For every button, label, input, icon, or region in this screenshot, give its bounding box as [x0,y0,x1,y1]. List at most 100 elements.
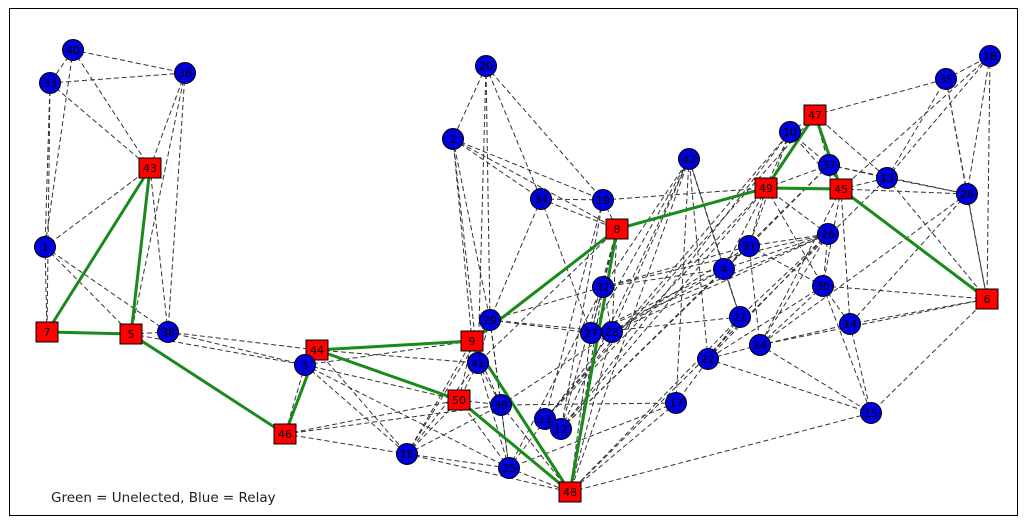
node-label: 11 [538,413,552,426]
link-edge-46-16 [284,433,408,455]
node-45: 45 [829,178,853,200]
link-edge-20-19 [485,65,604,201]
link-edge-49-4 [723,187,767,270]
node-17: 17 [665,392,687,414]
link-edges [44,49,991,493]
link-edge-40-43 [72,49,151,169]
node-24: 24 [749,334,771,356]
relay-node-marker [467,352,489,374]
node-2: 2 [442,128,464,150]
link-edge-24-15 [759,344,872,414]
relay-node-marker [713,258,735,280]
link-edge-36-5 [130,72,186,335]
link-edge-20-29 [485,65,491,321]
node-32: 32 [592,276,614,298]
node-31: 31 [738,235,760,257]
link-edge-8-12 [560,228,618,430]
elected-node-marker [605,218,629,240]
node-label: 42 [682,153,696,166]
link-edge-17-48 [569,402,677,493]
node-35: 35 [935,68,957,90]
relay-node-marker [498,457,520,479]
elected-node-marker [273,423,297,445]
node-label: 3 [302,359,309,372]
link-edge-26-22 [707,233,829,360]
node-label: 26 [821,228,835,241]
link-edge-24-6 [759,298,988,346]
link-edge-22-15 [707,358,872,414]
link-edge-3-50 [304,364,460,401]
link-edge-34-29 [489,198,542,321]
node-label: 33 [43,77,57,90]
link-edge-32-31 [602,245,750,288]
node-label: 38 [161,326,175,339]
link-edge-35-6 [945,78,988,300]
node-label: 21 [733,311,747,324]
backbone-edge-8-48 [568,228,619,493]
node-44: 44 [305,339,329,361]
elected-node-marker [754,177,778,199]
node-25: 25 [498,457,520,479]
relay-node-marker [779,121,801,143]
elected-node-marker [447,389,471,411]
link-edge-13-35 [886,78,947,179]
node-27: 27 [580,322,602,344]
link-edge-39-23 [500,331,613,406]
node-16: 16 [396,443,418,465]
link-edge-36-43 [149,72,186,169]
link-edge-34-27 [540,198,592,334]
link-edge-2-41 [452,138,479,364]
elected-node-marker [558,481,582,503]
backbone-edge-45-6 [840,187,988,301]
node-label: 40 [66,44,80,57]
relay-node-marker [738,235,760,257]
link-edge-34-8 [540,198,618,230]
link-edge-22-42 [688,158,709,360]
node-label: 37 [822,159,836,172]
link-edge-3-16 [304,364,408,455]
node-label: 15 [864,407,878,420]
relay-node-marker [550,418,572,440]
node-37: 37 [818,154,840,176]
link-edge-23-48 [569,331,613,493]
link-edge-31-30 [748,245,824,287]
link-edge-38-44 [167,331,318,351]
link-edge-39-17 [500,402,677,406]
backbone-edge-7-43 [45,167,152,333]
link-edge-9-2 [452,138,473,342]
relay-node-marker [935,68,957,90]
node-label: 2 [450,133,457,146]
node-label: 47 [808,109,822,122]
backbone-edge-44-50 [316,348,460,402]
node-6: 6 [975,288,999,310]
link-edge-5-38 [130,331,169,335]
link-edge-49-30 [765,187,824,287]
node-label: 16 [400,448,414,461]
link-edge-20-41 [477,65,487,364]
link-edge-12-10 [560,131,791,430]
node-50: 50 [447,389,471,411]
elected-node-marker [460,330,484,352]
relay-node-marker [697,348,719,370]
node-label: 30 [816,280,830,293]
node-1: 1 [34,236,56,258]
node-label: 44 [310,344,324,357]
relay-node-marker [174,62,196,84]
link-edge-45-28 [840,188,968,195]
link-edge-2-34 [452,138,542,200]
node-7: 7 [35,321,59,343]
link-edge-17-25 [508,402,677,469]
node-10: 10 [779,121,801,143]
relay-node-marker [860,402,882,424]
link-edge-3-25 [304,364,510,469]
node-label: 27 [584,327,598,340]
node-19: 19 [592,189,614,211]
node-42: 42 [678,148,700,170]
link-edge-25-32 [508,286,604,469]
relay-node-marker [592,189,614,211]
node-label: 4 [721,263,728,276]
link-edge-25-23 [508,331,613,469]
link-edge-29-32 [489,286,604,321]
link-edge-11-47 [544,114,816,420]
